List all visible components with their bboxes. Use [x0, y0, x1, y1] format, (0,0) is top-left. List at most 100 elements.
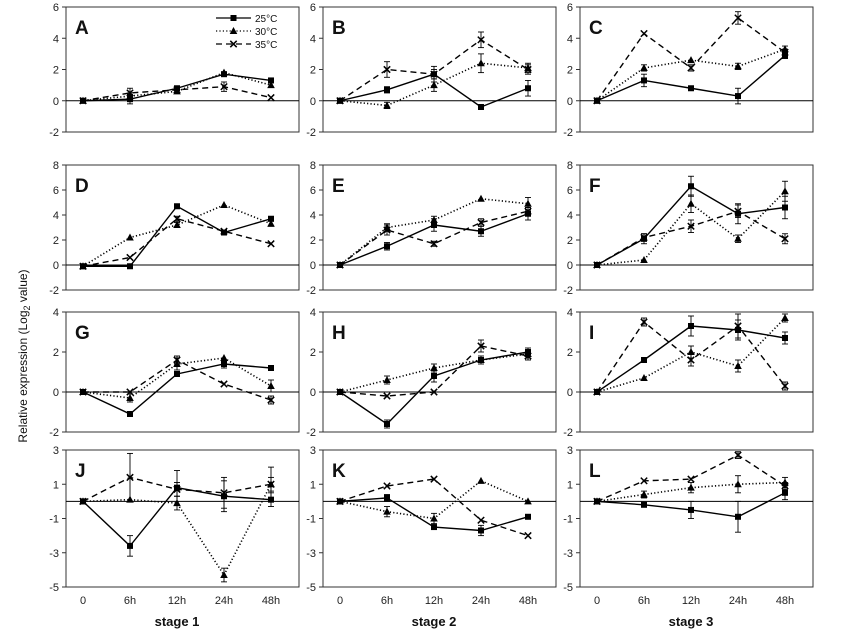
panel-l-point-30c [640, 490, 648, 498]
panel-i-label: I [589, 323, 594, 344]
panel-d-point-25c [127, 263, 133, 270]
panel-h-point-35c [524, 352, 532, 360]
panel-b-ytick-label: 0 [310, 96, 316, 108]
panel-a-ytick-label: 0 [53, 96, 59, 108]
panel-e-point-35c [336, 261, 344, 269]
panel-f-frame [579, 164, 814, 291]
panel-e-line-35c [339, 210, 529, 266]
panel-k-xtick-label: 48h [519, 595, 537, 607]
panel-k: -5 -3 -1 1 3 0 6h 12h 24h 48h K [306, 445, 557, 607]
panel-h-point-35c [430, 388, 438, 396]
panel-f-point-25c [688, 183, 694, 190]
panel-h-point-35c [336, 388, 344, 396]
panel-f-label: F [589, 176, 601, 197]
panel-l-line-35c [596, 454, 786, 503]
panel-i-point-35c [593, 388, 601, 396]
panel-k-series-30c [336, 476, 532, 525]
panel-i-point-30c [781, 314, 789, 321]
panel-g-point-35c [267, 396, 275, 404]
panel-h-point-35c [383, 392, 391, 400]
panel-a-line-30c [82, 71, 272, 102]
panel-b-ytick-label: 2 [310, 65, 316, 77]
panel-g-series-35c [79, 355, 275, 405]
panel-c-point-25c [641, 77, 647, 84]
panel-g-ytick-label: -2 [49, 427, 59, 439]
panel-e-ytick-label: 8 [310, 160, 316, 172]
panel-j-series-35c [79, 452, 275, 509]
panel-e-frame [322, 164, 557, 291]
panel-h-ytick-label: -2 [306, 427, 316, 439]
panel-b-ytick-label: -2 [306, 127, 316, 139]
panel-h-point-30c [477, 356, 485, 363]
panel-i-series-30c [593, 313, 789, 395]
panel-j-point-30c [220, 571, 228, 579]
panel-b-label: B [332, 18, 346, 39]
panel-l-ytick-label: -1 [563, 514, 573, 526]
legend-label-25c: 25°C [255, 14, 277, 25]
panel-e-point-30c [524, 199, 532, 207]
panel-f-point-30c [734, 234, 742, 242]
panel-a-frame [65, 6, 300, 133]
panel-l-point-25c [782, 489, 788, 496]
panel-j-point-35c [173, 485, 181, 494]
panel-d-ytick-label: 4 [53, 210, 59, 222]
panel-i-point-25c [641, 357, 647, 363]
panel-f-point-30c [640, 256, 648, 263]
panel-e-point-30c [477, 194, 485, 202]
panel-g-point-25c [268, 365, 274, 371]
panel-b-point-25c [478, 104, 484, 110]
panel-a-ytick-label: -2 [49, 127, 59, 139]
panel-h-line-25c [339, 351, 529, 425]
panel-j-point-25c [127, 542, 133, 549]
panel-g-frame [65, 311, 300, 433]
panel-a-ytick-label: 6 [53, 2, 59, 14]
panel-k-point-35c [524, 531, 532, 540]
panel-e-series-35c [336, 207, 532, 269]
panel-l-xtick-label: 24h [729, 595, 747, 607]
stage-label-1: stage 1 [155, 614, 200, 629]
panel-k-xtick-label: 24h [472, 595, 490, 607]
panel-d-series-35c [79, 215, 275, 270]
panel-k-point-25c [478, 527, 484, 534]
panel-d-line-30c [82, 204, 272, 267]
panel-j-xtick-label: 6h [124, 595, 136, 607]
panel-l-frame [579, 449, 814, 588]
panel-e: -2 0 2 4 6 8 E [306, 160, 557, 297]
panel-h-label: H [332, 323, 346, 344]
panel-k-ytick-label: -1 [306, 514, 316, 526]
panel-h-point-25c [431, 373, 437, 379]
panel-e-point-30c [430, 216, 438, 223]
panel-j-ytick-label: -5 [49, 582, 59, 594]
panel-g-point-35c [220, 380, 228, 388]
panel-b-point-25c [384, 86, 390, 93]
panel-d-frame [65, 164, 300, 291]
panel-a-label: A [75, 18, 89, 39]
panel-l-ytick-label: -5 [563, 582, 573, 594]
panel-b: -2 0 2 4 6 B [306, 2, 557, 139]
panel-b-ytick-label: 6 [310, 2, 316, 14]
panel-k-point-35c [430, 475, 438, 483]
panel-f-point-35c [781, 235, 789, 243]
panel-e-point-35c [430, 240, 438, 248]
panel-j-ytick-label: -1 [49, 514, 59, 526]
panel-i-ytick-label: 2 [567, 347, 573, 359]
panel-e-point-25c [478, 228, 484, 235]
panel-g-ytick-label: 2 [53, 347, 59, 359]
panel-k-xtick-label: 12h [425, 595, 443, 607]
panel-k-point-25c [431, 524, 437, 531]
panel-e-point-35c [383, 226, 391, 234]
panel-l-point-35c [640, 477, 648, 485]
panel-a-point-30c [267, 81, 275, 89]
panel-k-ytick-label: 1 [310, 479, 316, 491]
panel-k-line-35c [339, 478, 529, 537]
panel-l-point-25c [735, 513, 741, 520]
panel-f-point-25c [782, 204, 788, 211]
panel-k-xtick-label: 6h [381, 595, 393, 607]
panel-l-point-35c [687, 475, 695, 483]
panel-b-point-30c [383, 101, 391, 109]
panel-h-ytick-label: 4 [310, 307, 316, 319]
panel-i-point-35c [781, 382, 789, 390]
panel-d-ytick-label: 6 [53, 185, 59, 197]
panel-l-ytick-label: 3 [567, 445, 573, 457]
panel-a: -2 0 2 4 6 A 25°C 30°C 35°C [49, 2, 300, 139]
